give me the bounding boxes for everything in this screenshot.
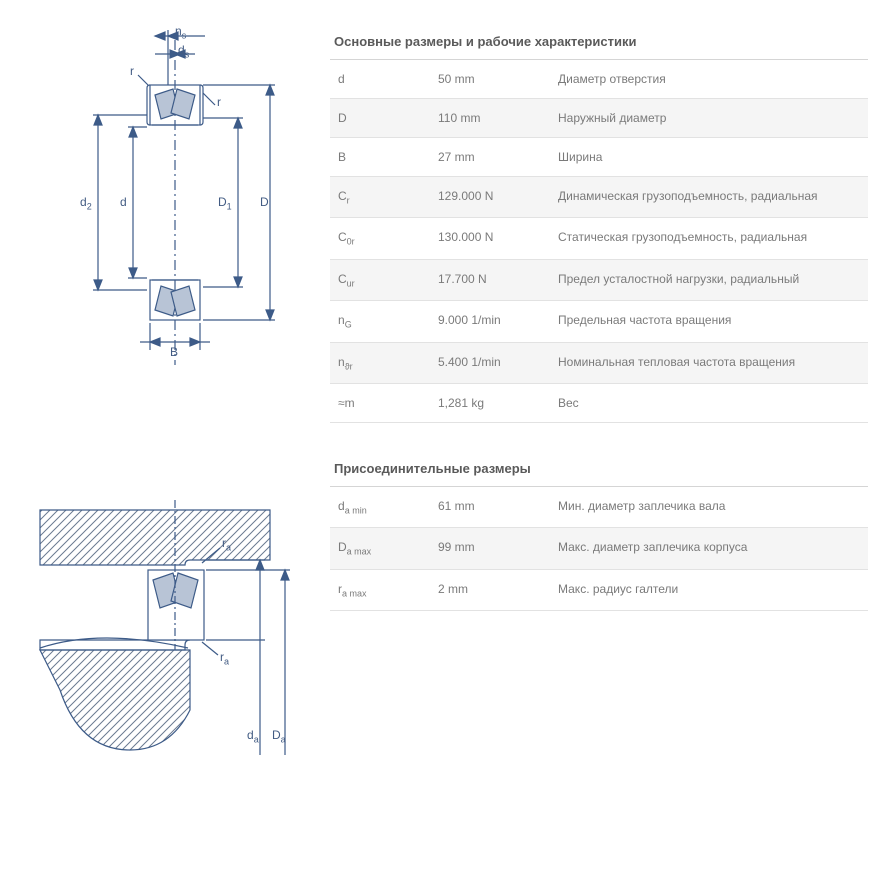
value-cell: 17.700 N (430, 259, 550, 300)
table-row: d50 mmДиаметр отверстия (330, 60, 868, 99)
table-row: C0r130.000 NСтатическая грузоподъемность… (330, 218, 868, 259)
label-d2: d2 (80, 195, 92, 211)
bearing-cross-section-diagram: ns ds r r d2 d D1 D B (20, 20, 300, 370)
label-Da: Da (272, 728, 286, 744)
label-D: D (260, 195, 269, 209)
symbol-cell: nG (330, 301, 430, 342)
symbol-cell: C0r (330, 218, 430, 259)
value-cell: 27 mm (430, 138, 550, 177)
table-row: nϑr5.400 1/minНоминальная тепловая часто… (330, 342, 868, 383)
value-cell: 50 mm (430, 60, 550, 99)
description-cell: Номинальная тепловая частота вращения (550, 342, 868, 383)
description-cell: Макс. радиус галтели (550, 569, 868, 610)
value-cell: 1,281 kg (430, 383, 550, 422)
symbol-cell: d (330, 60, 430, 99)
description-cell: Мин. диаметр заплечика вала (550, 487, 868, 528)
table-row: D110 mmНаружный диаметр (330, 99, 868, 138)
table-row: da min61 mmМин. диаметр заплечика вала (330, 487, 868, 528)
table-row: B27 mmШирина (330, 138, 868, 177)
description-cell: Ширина (550, 138, 868, 177)
section1-title: Основные размеры и рабочие характеристик… (330, 20, 868, 60)
label-ns: ns (175, 24, 186, 40)
label-da: da (247, 728, 259, 744)
value-cell: 9.000 1/min (430, 301, 550, 342)
value-cell: 130.000 N (430, 218, 550, 259)
symbol-cell: D (330, 99, 430, 138)
table-row: Cr129.000 NДинамическая грузоподъемность… (330, 177, 868, 218)
symbol-cell: Cr (330, 177, 430, 218)
table-row: ra max2 mmМакс. радиус галтели (330, 569, 868, 610)
symbol-cell: B (330, 138, 430, 177)
value-cell: 5.400 1/min (430, 342, 550, 383)
description-cell: Наружный диаметр (550, 99, 868, 138)
description-cell: Статическая грузоподъемность, радиальная (550, 218, 868, 259)
label-r2: r (217, 95, 221, 109)
symbol-cell: da min (330, 487, 430, 528)
value-cell: 129.000 N (430, 177, 550, 218)
symbol-cell: ra max (330, 569, 430, 610)
description-cell: Макс. диаметр заплечика корпуса (550, 528, 868, 569)
label-r1: r (130, 64, 134, 78)
mounting-diagram: ra ra da Da (20, 500, 300, 760)
section2-title: Присоединительные размеры (330, 447, 868, 487)
value-cell: 2 mm (430, 569, 550, 610)
main-dimensions-table: d50 mmДиаметр отверстияD110 mmНаружный д… (330, 60, 868, 423)
description-cell: Вес (550, 383, 868, 422)
value-cell: 110 mm (430, 99, 550, 138)
symbol-cell: nϑr (330, 342, 430, 383)
table-row: nG9.000 1/minПредельная частота вращения (330, 301, 868, 342)
description-cell: Диаметр отверстия (550, 60, 868, 99)
table-row: Da max99 mmМакс. диаметр заплечика корпу… (330, 528, 868, 569)
symbol-cell: Cur (330, 259, 430, 300)
value-cell: 99 mm (430, 528, 550, 569)
table-row: Cur17.700 NПредел усталостной нагрузки, … (330, 259, 868, 300)
label-ra2: ra (220, 650, 229, 666)
label-B: B (170, 345, 178, 359)
value-cell: 61 mm (430, 487, 550, 528)
label-D1: D1 (218, 195, 232, 211)
symbol-cell: ≈m (330, 383, 430, 422)
description-cell: Динамическая грузоподъемность, радиальна… (550, 177, 868, 218)
mounting-dimensions-table: da min61 mmМин. диаметр заплечика валаDa… (330, 487, 868, 611)
description-cell: Предельная частота вращения (550, 301, 868, 342)
label-d: d (120, 195, 127, 209)
description-cell: Предел усталостной нагрузки, радиальный (550, 259, 868, 300)
table-row: ≈m1,281 kgВес (330, 383, 868, 422)
label-ds: ds (178, 43, 189, 59)
symbol-cell: Da max (330, 528, 430, 569)
label-ra1: ra (222, 536, 231, 552)
